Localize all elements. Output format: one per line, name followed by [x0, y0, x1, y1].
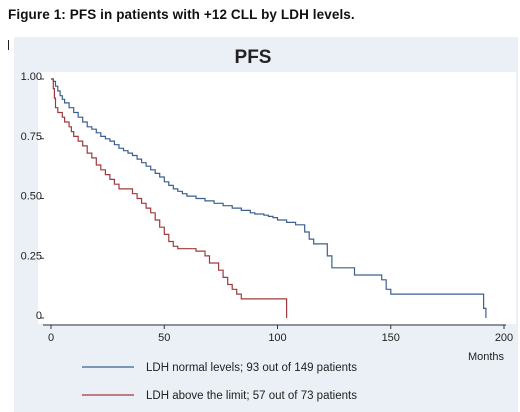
y-tick-label: 0.50	[21, 191, 42, 203]
text-cursor	[8, 40, 9, 50]
legend-label-2: LDH above the limit; 57 out of 73 patien…	[146, 390, 357, 402]
y-tick-label: 1.00	[21, 71, 42, 83]
axes: 0 50 100 150 200 0 0.25 0.50 0.75 1.00	[21, 71, 514, 344]
x-tick-label: 0	[48, 332, 54, 344]
x-tick-label: 200	[495, 332, 513, 344]
y-tick-label: 0.75	[21, 131, 42, 143]
x-tick-label: 150	[382, 332, 400, 344]
legend-label-1: LDH normal levels; 93 out of 149 patient…	[146, 362, 357, 374]
x-axis-label: Months	[468, 351, 505, 363]
plot-area	[38, 72, 516, 324]
x-tick-label: 100	[268, 332, 286, 344]
y-tick-label: 0.25	[21, 250, 42, 262]
legend: LDH normal levels; 93 out of 149 patient…	[82, 362, 357, 402]
chart-title: PFS	[235, 47, 272, 68]
series-line-2	[51, 78, 288, 318]
x-tick-label: 50	[158, 332, 170, 344]
y-tick-label: 0	[36, 310, 42, 322]
figure-caption: Figure 1: PFS in patients with +12 CLL b…	[8, 7, 355, 22]
series-line-1	[51, 78, 487, 318]
series-layer	[51, 78, 487, 318]
